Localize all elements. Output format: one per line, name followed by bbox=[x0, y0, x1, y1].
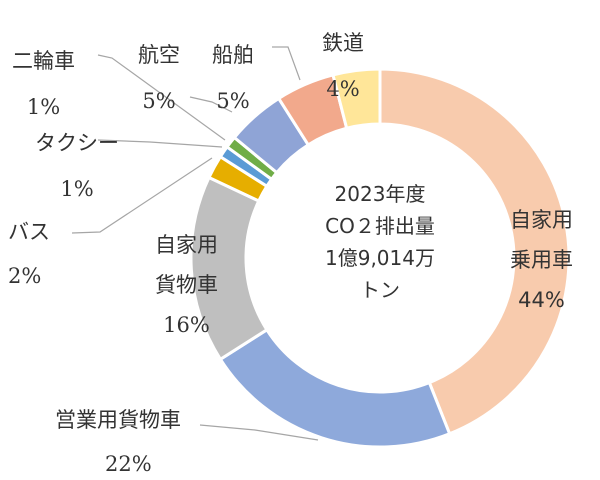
center-line-2: CO２排出量 bbox=[325, 214, 435, 238]
label-text: 鉄道 bbox=[322, 31, 364, 55]
label-commercial-truck: 営業用貨物車 22% bbox=[55, 398, 181, 480]
leader-line bbox=[272, 46, 301, 81]
label-pct: 1% bbox=[26, 95, 61, 119]
label-pct: 22% bbox=[105, 452, 152, 476]
label-private-car: 自家用 乗用車 44% bbox=[510, 200, 573, 320]
leader-line bbox=[97, 54, 226, 141]
label-pct: 16% bbox=[163, 313, 210, 337]
label-aviation: 航空 5% bbox=[138, 32, 180, 124]
center-line-1: 2023年度 bbox=[334, 182, 426, 206]
label-private-truck: 自家用 貨物車 16% bbox=[155, 225, 218, 345]
label-pct: 5% bbox=[216, 89, 250, 113]
leader-line bbox=[71, 157, 213, 234]
center-text: 2023年度 CO２排出量 1億9,014万 トン bbox=[290, 178, 470, 306]
label-shipping: 船舶 5% bbox=[212, 32, 254, 124]
label-pct: 1% bbox=[60, 177, 94, 201]
label-text: 自家用 bbox=[510, 208, 573, 232]
label-text: 船舶 bbox=[212, 43, 254, 67]
label-pct: 4% bbox=[326, 77, 360, 101]
leader-line bbox=[97, 139, 223, 148]
slice-鉄道 bbox=[331, 67, 382, 131]
leader-line bbox=[189, 96, 233, 113]
label-text: タクシー bbox=[35, 131, 119, 155]
label-text: 貨物車 bbox=[155, 273, 218, 297]
label-text: 航空 bbox=[138, 43, 180, 67]
label-railway: 鉄道 4% bbox=[322, 20, 364, 112]
label-text: 営業用貨物車 bbox=[55, 408, 181, 432]
center-line-3: 1億9,014万 bbox=[325, 246, 435, 270]
leader-line bbox=[199, 424, 319, 441]
label-pct: 2% bbox=[8, 264, 42, 288]
label-text: 乗用車 bbox=[510, 248, 573, 272]
label-text: 自家用 bbox=[155, 233, 218, 257]
label-pct: 5% bbox=[142, 89, 176, 113]
center-line-4: トン bbox=[360, 278, 400, 302]
label-pct: 44% bbox=[518, 288, 565, 312]
label-motorcycle: 二輪車 1% bbox=[12, 38, 75, 130]
slice-自家用乗用車 bbox=[378, 67, 571, 436]
label-taxi: タクシー 1% bbox=[35, 120, 119, 212]
label-text: バス bbox=[8, 220, 50, 244]
label-bus: バス 2% bbox=[8, 210, 50, 298]
label-text: 二輪車 bbox=[12, 49, 75, 73]
